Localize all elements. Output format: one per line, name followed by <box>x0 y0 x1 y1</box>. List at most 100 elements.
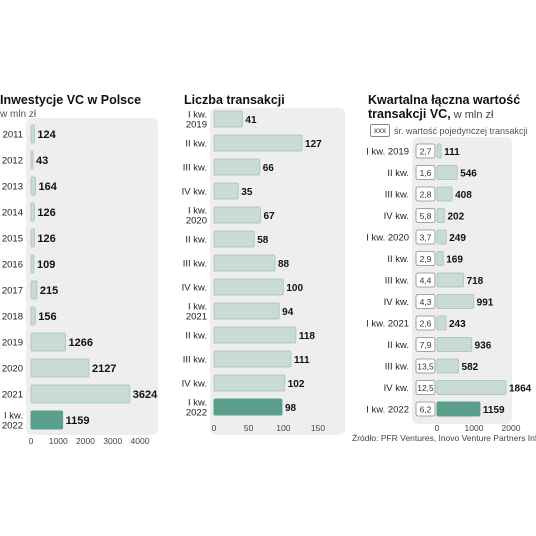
invest-value-label: 1159 <box>66 415 90 427</box>
avg-deal-box <box>415 315 436 331</box>
count-category-label: 2020 <box>186 216 207 227</box>
count-bar <box>213 110 243 128</box>
quarterly-category-label: II kw. <box>387 340 409 351</box>
avg-deal-box <box>415 337 436 352</box>
avg-deal-label: 1,6 <box>420 168 432 178</box>
invest-tick-label: 3000 <box>103 436 122 446</box>
invest-bar <box>30 176 36 196</box>
invest-value-label: 126 <box>37 233 55 245</box>
quarterly-category-label: IV kw. <box>384 211 409 222</box>
quarterly-value-label: 202 <box>447 212 464 223</box>
avg-deal-label: 2,6 <box>420 319 432 329</box>
quarterly-value-label: 582 <box>462 362 479 373</box>
count-value-label: 98 <box>285 403 297 414</box>
count-category-label: III kw. <box>183 163 207 174</box>
count-value-label: 88 <box>278 259 290 270</box>
invest-title: Inwestycje VC w Polsce <box>0 93 142 107</box>
invest-tick-label: 0 <box>29 436 34 446</box>
quarterly-title-unit: w mln zł <box>450 109 494 121</box>
avg-deal-box <box>415 294 436 309</box>
quarterly-category-label: IV kw. <box>384 297 409 308</box>
count-tick-label: 50 <box>244 423 254 433</box>
quarterly-bar <box>436 358 460 374</box>
quarterly-bar <box>436 208 445 223</box>
invest-tick-label: 4000 <box>131 436 150 446</box>
avg-deal-box <box>415 401 436 417</box>
avg-deal-label: 7,9 <box>420 340 432 350</box>
quarterly-value-label: 408 <box>455 190 472 201</box>
invest-category-label: 2014 <box>2 208 23 219</box>
quarterly-category-label: IV kw. <box>384 383 409 394</box>
count-bar <box>213 398 283 416</box>
invest-category-label: 2017 <box>2 286 23 297</box>
invest-category-label: 2011 <box>3 130 23 141</box>
count-value-label: 66 <box>263 163 275 174</box>
count-tick-label: 100 <box>276 423 290 433</box>
quarterly-legend: xxx śr. wartość pojedynczej transakcji <box>370 124 528 137</box>
avg-deal-label: 12,5 <box>417 383 434 393</box>
count-category-label: II kw. <box>185 235 207 246</box>
quarterly-value-label: 718 <box>467 276 484 287</box>
invest-value-label: 109 <box>37 259 55 271</box>
count-category-label: III kw. <box>183 355 207 366</box>
quarterly-tick-label: 2000 <box>502 423 521 433</box>
count-bar <box>213 230 255 248</box>
quarterly-bar <box>436 315 447 331</box>
avg-deal-label: 3,7 <box>420 233 432 243</box>
avg-deal-box <box>415 165 436 180</box>
avg-deal-box <box>415 208 436 223</box>
count-bar <box>213 278 284 296</box>
avg-deal-box <box>415 358 436 374</box>
invest-plot-bg <box>26 118 158 435</box>
quarterly-title-line2-wrap: transakcji VC, w mln zł <box>368 107 493 122</box>
quarterly-value-label: 243 <box>449 319 466 330</box>
quarterly-value-label: 546 <box>460 169 477 180</box>
quarterly-bar <box>436 380 507 395</box>
quarterly-category-label: II kw. <box>387 168 409 179</box>
invest-value-label: 164 <box>38 181 57 193</box>
quarterly-value-label: 111 <box>444 147 460 158</box>
count-bar <box>213 206 261 224</box>
invest-value-label: 1266 <box>68 337 92 349</box>
count-bar <box>213 134 303 152</box>
count-value-label: 100 <box>286 283 303 294</box>
quarterly-category-label: III kw. <box>385 362 409 373</box>
quarterly-category-label: II kw. <box>387 254 409 265</box>
invest-value-label: 3624 <box>133 389 158 401</box>
count-category-label: II kw. <box>185 139 207 150</box>
invest-category-label: 2022 <box>2 421 23 432</box>
count-category-label: I kw. <box>188 302 207 313</box>
count-category-label: IV kw. <box>182 283 207 294</box>
count-value-label: 127 <box>305 139 322 150</box>
count-value-label: 58 <box>257 235 269 246</box>
count-bar <box>213 374 286 392</box>
invest-value-label: 215 <box>40 285 58 297</box>
invest-bar <box>30 358 90 378</box>
count-category-label: 2019 <box>186 120 207 131</box>
quarterly-bar <box>436 272 465 288</box>
invest-bar <box>30 150 34 170</box>
quarterly-title-line2: transakcji VC, <box>368 107 451 121</box>
count-bar <box>213 326 297 344</box>
count-bar <box>213 350 292 368</box>
count-tick-label: 150 <box>311 423 325 433</box>
invest-tick-label: 1000 <box>49 436 68 446</box>
count-value-label: 94 <box>282 307 294 318</box>
invest-category-label: 2016 <box>2 260 23 271</box>
invest-bar <box>30 228 35 248</box>
count-category-label: I kw. <box>188 206 207 217</box>
invest-bar <box>30 124 35 144</box>
invest-category-label: 2012 <box>2 156 23 167</box>
quarterly-category-label: I kw. 2020 <box>366 233 409 244</box>
avg-deal-label: 4,3 <box>420 297 432 307</box>
invest-bar <box>30 410 64 430</box>
quarterly-bar <box>436 294 475 309</box>
quarterly-bar <box>436 229 447 245</box>
invest-bar <box>30 280 38 300</box>
quarterly-tick-label: 0 <box>435 423 440 433</box>
count-category-label: 2021 <box>186 312 207 323</box>
quarterly-category-label: I kw. 2019 <box>366 147 409 158</box>
invest-bar <box>30 384 131 404</box>
quarterly-value-label: 991 <box>477 298 494 309</box>
